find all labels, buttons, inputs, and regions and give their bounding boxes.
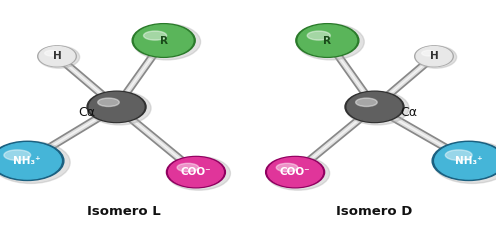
Ellipse shape (0, 143, 61, 179)
Ellipse shape (167, 156, 225, 188)
Ellipse shape (45, 50, 59, 56)
Ellipse shape (87, 91, 146, 123)
Ellipse shape (177, 163, 199, 172)
Text: H: H (53, 51, 62, 61)
Ellipse shape (134, 25, 193, 56)
Ellipse shape (445, 150, 472, 160)
Text: NH₃⁺: NH₃⁺ (455, 156, 483, 166)
Ellipse shape (0, 141, 64, 180)
Ellipse shape (143, 31, 167, 40)
Ellipse shape (38, 46, 80, 68)
Ellipse shape (132, 24, 195, 57)
Ellipse shape (422, 50, 436, 56)
Ellipse shape (307, 31, 330, 40)
Text: Isomero L: Isomero L (87, 205, 161, 218)
Text: Cα: Cα (78, 106, 95, 119)
Ellipse shape (416, 47, 452, 66)
Ellipse shape (88, 91, 151, 125)
Ellipse shape (432, 141, 496, 180)
Ellipse shape (39, 47, 75, 66)
Ellipse shape (169, 158, 223, 187)
Ellipse shape (435, 143, 496, 179)
Text: NH₃⁺: NH₃⁺ (13, 156, 41, 166)
Text: Cα: Cα (401, 106, 418, 119)
Ellipse shape (38, 46, 76, 67)
Ellipse shape (415, 46, 453, 67)
Ellipse shape (89, 92, 144, 122)
Ellipse shape (415, 46, 457, 68)
Ellipse shape (347, 92, 402, 122)
Ellipse shape (0, 141, 70, 183)
Ellipse shape (268, 158, 322, 187)
Ellipse shape (297, 24, 364, 60)
Ellipse shape (433, 141, 496, 183)
Ellipse shape (266, 156, 324, 188)
Ellipse shape (98, 98, 120, 106)
Text: H: H (430, 51, 438, 61)
Ellipse shape (296, 24, 359, 57)
Ellipse shape (345, 91, 404, 123)
Ellipse shape (276, 163, 298, 172)
Ellipse shape (133, 24, 200, 60)
Ellipse shape (298, 25, 357, 56)
Ellipse shape (346, 91, 409, 125)
Text: R: R (160, 36, 168, 45)
Ellipse shape (266, 157, 330, 190)
Ellipse shape (167, 157, 231, 190)
Text: COO⁻: COO⁻ (181, 167, 211, 177)
Text: COO⁻: COO⁻ (280, 167, 310, 177)
Text: R: R (323, 36, 331, 45)
Ellipse shape (4, 150, 31, 160)
Text: Isomero D: Isomero D (336, 205, 413, 218)
Ellipse shape (356, 98, 377, 106)
